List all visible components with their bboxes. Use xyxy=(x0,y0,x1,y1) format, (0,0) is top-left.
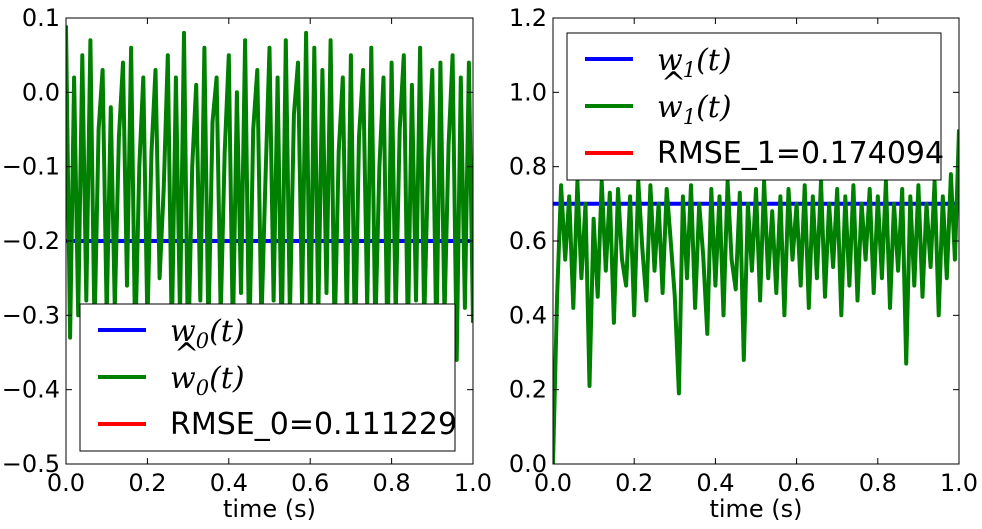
subplot-w0: 0.0 0.2 0.4 0.6 0.8 1.0 0.1 0.0 −0.1 −0.2 −0.3 −0.4… xyxy=(2,4,492,523)
series-line-estimate-1 xyxy=(553,129,959,464)
y-tick-label: 0.1 xyxy=(22,4,60,32)
x-tick-label: 0.0 xyxy=(47,469,85,497)
y-tick-label: −0.5 xyxy=(2,450,60,478)
legend-label-estimate-w1: w1(t) xyxy=(657,90,732,129)
legend-label-estimate-w0: w0(t) xyxy=(170,361,245,400)
x-tick-label: 0.0 xyxy=(534,469,572,497)
x-tick-label: 0.8 xyxy=(373,469,411,497)
y-tick-label: −0.3 xyxy=(2,301,60,329)
y-tick-label: −0.4 xyxy=(2,376,60,404)
x-tick-label: 0.8 xyxy=(859,469,897,497)
legend-w0: w0(t) ^ w0(t) RMSE_0=0.111229 xyxy=(79,303,457,452)
x-tick-label: 0.6 xyxy=(778,469,816,497)
legend-label-true-w0: w0(t) xyxy=(170,314,245,353)
y-tick-label: 1.0 xyxy=(509,78,547,106)
legend-hat-estimate-w0: ^ xyxy=(174,337,199,372)
legend-w1: w1(t) ^ w1(t) RMSE_1=0.174094 xyxy=(566,32,944,181)
y-tick-label: −0.2 xyxy=(2,227,60,255)
x-tick-label: 0.4 xyxy=(210,469,248,497)
y-tick-label: 0.4 xyxy=(509,301,547,329)
subplot-w1: 0.0 0.2 0.4 0.6 0.8 1.0 1.2 1.0 0.8 0.6 0.4 0.20.0 … xyxy=(509,4,978,523)
y-tick-label: 0.0 xyxy=(22,78,60,106)
y-tick-label: 0.6 xyxy=(509,227,547,255)
plot-area-w0 xyxy=(66,25,473,362)
x-axis-label-w1: time (s) xyxy=(709,495,802,523)
x-tick-label: 0.6 xyxy=(291,469,329,497)
plot-area-w1 xyxy=(553,129,959,464)
y-tick-label: 0.0 xyxy=(509,450,547,478)
x-tick-label: 1.0 xyxy=(940,469,978,497)
x-tick-label: 1.0 xyxy=(454,469,492,497)
series-line-estimate-0 xyxy=(66,25,473,362)
y-tick-label: 0.8 xyxy=(509,153,547,181)
x-axis-label-w0: time (s) xyxy=(223,495,316,523)
ticks-w0: 0.0 0.2 0.4 0.6 0.8 1.0 0.1 0.0 −0.1 −0.2 −0.3 −0.4… xyxy=(2,4,492,497)
x-tick-label: 0.2 xyxy=(615,469,653,497)
x-tick-label: 0.4 xyxy=(696,469,734,497)
legend-label-rmse-w1: RMSE_1=0.174094 xyxy=(657,136,944,171)
legend-label-true-w1: w1(t) xyxy=(657,43,732,82)
legend-label-rmse-w0: RMSE_0=0.111229 xyxy=(170,407,457,442)
y-tick-label: −0.1 xyxy=(2,153,60,181)
ticks-w1: 0.0 0.2 0.4 0.6 0.8 1.0 1.2 1.0 0.8 0.6 0.4 0.2 0.0 xyxy=(509,4,978,497)
x-tick-label: 0.2 xyxy=(128,469,166,497)
y-tick-label: 0.2 xyxy=(509,376,547,404)
y-tick-label: 1.2 xyxy=(509,4,547,32)
legend-hat-estimate-w1: ^ xyxy=(661,66,686,101)
